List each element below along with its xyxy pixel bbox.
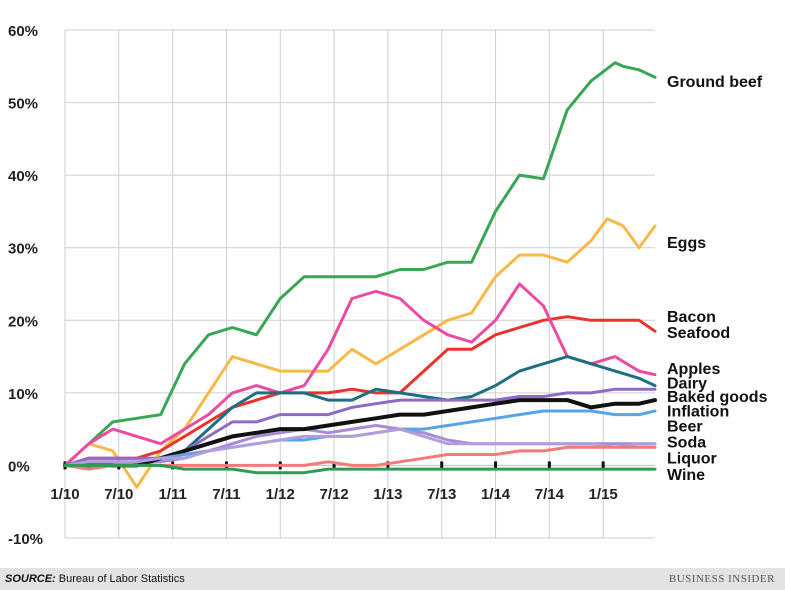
y-tick-label: 40% bbox=[8, 168, 38, 185]
series-label-liquor: Liquor bbox=[667, 450, 717, 467]
series-line-eggs bbox=[63, 217, 657, 489]
y-tick-label: 20% bbox=[8, 313, 38, 330]
x-tick-label: 1/15 bbox=[589, 486, 618, 503]
x-tick-label: 1/12 bbox=[266, 486, 295, 503]
y-tick-label: 0% bbox=[8, 458, 30, 475]
x-tick-label: 1/14 bbox=[481, 486, 511, 503]
series-label-seafood: Seafood bbox=[667, 325, 730, 342]
x-tick-label: 1/13 bbox=[373, 486, 402, 503]
y-tick-label: 10% bbox=[8, 386, 38, 403]
series-line-soda bbox=[63, 427, 657, 467]
y-tick-label: 30% bbox=[8, 241, 38, 258]
x-tick-label: 7/13 bbox=[427, 486, 456, 503]
source-label: SOURCE: bbox=[5, 573, 56, 585]
x-tick-label: 7/14 bbox=[535, 486, 565, 503]
y-tick-label: -10% bbox=[8, 531, 43, 548]
series-label-beer: Beer bbox=[667, 419, 703, 436]
series-label-bacon: Bacon bbox=[667, 309, 716, 326]
series-label-dairy: Dairy bbox=[667, 376, 707, 393]
series-line-bacon bbox=[63, 315, 657, 467]
y-tick-label: 60% bbox=[8, 23, 38, 40]
brand-logo: BUSINESS INSIDER bbox=[668, 573, 775, 585]
x-tick-label: 1/10 bbox=[50, 486, 79, 503]
source-note: SOURCE: Bureau of Labor Statistics bbox=[5, 573, 185, 585]
series-line-seafood bbox=[63, 282, 657, 467]
series-line-ground-beef bbox=[63, 61, 657, 467]
x-tick-label: 1/11 bbox=[158, 486, 186, 503]
series-label-apples: Apples bbox=[667, 361, 720, 378]
series-line-wine bbox=[63, 463, 657, 475]
x-tick-label: 7/10 bbox=[104, 486, 133, 503]
footer: SOURCE: Bureau of Labor Statistics BUSIN… bbox=[0, 568, 785, 590]
series-label-soda: Soda bbox=[667, 434, 706, 451]
series-label-eggs: Eggs bbox=[667, 235, 706, 252]
x-tick-label: 7/12 bbox=[319, 486, 348, 503]
series-label-inflation: Inflation bbox=[667, 403, 729, 420]
y-tick-label: 50% bbox=[8, 96, 38, 113]
line-chart: 60% 50% 40% 30% 20% 10% 0% -10% 1/10 7/10 1/11 7/11… bbox=[8, 23, 768, 548]
series-label-ground-beef: Ground beef bbox=[667, 74, 763, 91]
series-label-wine: Wine bbox=[667, 467, 705, 484]
series-label-baked-goods: Baked goods bbox=[667, 389, 768, 406]
source-text: Bureau of Labor Statistics bbox=[58, 573, 185, 585]
x-tick-label: 7/11 bbox=[212, 486, 240, 503]
